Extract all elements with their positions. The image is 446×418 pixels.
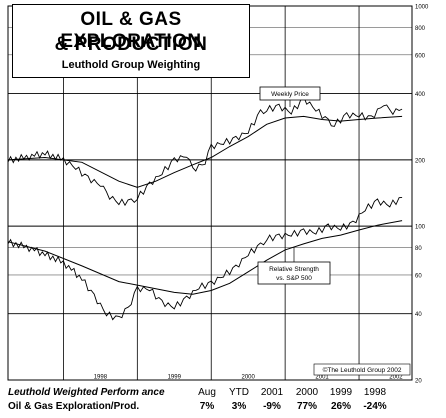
- col-header: 1998: [363, 387, 387, 398]
- y-tick-label: 600: [415, 53, 426, 59]
- title-box: OIL & GAS EXPLORATION & PRODUCTION Leuth…: [12, 4, 250, 78]
- relative-strength-line: [7, 196, 403, 321]
- x-tick-label: 2001: [315, 375, 329, 381]
- weekly-price-label: Weekly Price: [271, 91, 309, 98]
- x-tick-label: 1999: [168, 375, 182, 381]
- y-tick-label: 1000: [415, 5, 429, 11]
- weekly-price-line: [7, 95, 403, 207]
- y-tick-label: 20: [415, 379, 422, 385]
- chart-title-line2: & PRODUCTION: [54, 34, 208, 55]
- y-tick-label: 60: [415, 273, 422, 279]
- col-header: 2001: [260, 387, 284, 398]
- performance-header-row: Leuthold Weighted Perform ance Aug YTD 2…: [8, 387, 444, 401]
- performance-value: 3%: [231, 401, 247, 412]
- y-tick-label: 400: [415, 92, 426, 98]
- x-tick-label: 1998: [94, 375, 108, 381]
- col-header: YTD: [229, 387, 249, 398]
- y-tick-label: 40: [415, 312, 422, 318]
- performance-value: -9%: [263, 401, 281, 412]
- copyright-text: ©The Leuthold Group 2002: [323, 366, 402, 374]
- col-header: Aug: [198, 387, 216, 398]
- performance-value: 26%: [330, 401, 351, 412]
- performance-data-row: Oil & Gas Exploration/Prod. 7% 3% -9% 77…: [8, 401, 444, 415]
- performance-table: Leuthold Weighted Perform ance Aug YTD 2…: [8, 387, 444, 415]
- performance-value: 7%: [199, 401, 215, 412]
- performance-row-label: Oil & Gas Exploration/Prod.: [8, 401, 140, 412]
- performance-value: 77%: [296, 401, 317, 412]
- copyright-box: [313, 363, 411, 376]
- y-tick-label: 200: [415, 158, 426, 164]
- moving-average-line: [7, 220, 403, 295]
- chart-subtitle: Leuthold Group Weighting: [61, 59, 201, 71]
- relative-strength-label: Relative Strength: [269, 266, 319, 273]
- performance-header-label: Leuthold Weighted Perform ance: [8, 387, 165, 398]
- y-tick-label: 800: [415, 26, 426, 32]
- col-header: 1999: [329, 387, 353, 398]
- y-tick-label: 100: [415, 225, 426, 231]
- x-tick-label: 2002: [389, 375, 403, 381]
- moving-average-line: [7, 115, 403, 188]
- y-tick-label: 80: [415, 246, 422, 252]
- col-header: 2000: [295, 387, 319, 398]
- relative-strength-label: vs. S&P 500: [276, 275, 312, 282]
- performance-value: -24%: [363, 401, 387, 412]
- x-tick-label: 2000: [242, 375, 256, 381]
- chart-title-line1: OIL & GAS EXPLORATION: [60, 9, 202, 52]
